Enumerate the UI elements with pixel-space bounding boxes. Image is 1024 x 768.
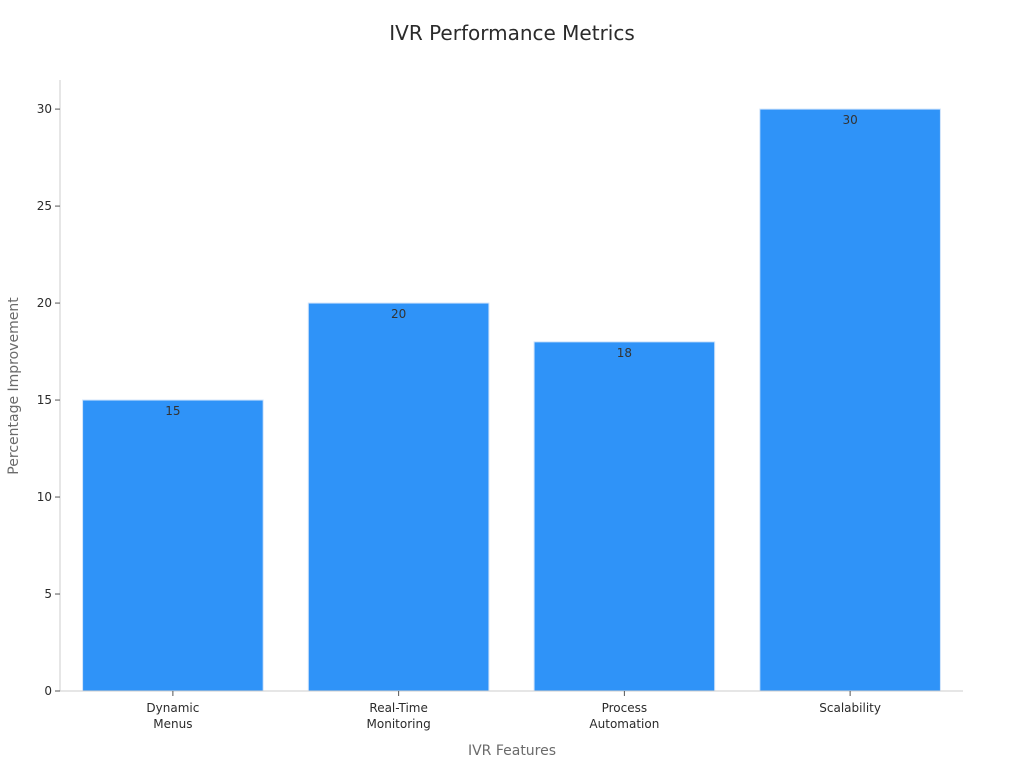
bar-value-label: 20 <box>391 307 406 321</box>
y-tick-label: 20 <box>37 296 52 310</box>
bar <box>82 399 264 692</box>
x-tick-label: Scalability <box>819 701 881 715</box>
data-labels-group: 15 20 18 30 <box>165 113 858 418</box>
y-axis-title: Percentage Improvement <box>6 297 22 475</box>
y-tick-label: 10 <box>37 490 52 504</box>
y-tick-label: 0 <box>44 684 52 698</box>
bar <box>759 108 941 692</box>
x-axis-title: IVR Features <box>468 743 556 759</box>
bars-group <box>82 108 941 692</box>
x-tick-label: Dynamic Menus <box>146 701 199 731</box>
x-tick-label: Real-Time Monitoring <box>367 701 431 731</box>
y-tick-label: 15 <box>37 393 52 407</box>
x-tick-label: Process Automation <box>589 701 659 731</box>
chart-title: IVR Performance Metrics <box>389 21 635 45</box>
bar <box>533 341 716 692</box>
bar-value-label: 18 <box>617 346 632 360</box>
bar <box>307 302 490 692</box>
bar-value-label: 30 <box>842 113 857 127</box>
x-axis-ticks: Dynamic Menus Real-Time Monitoring Process Au… <box>146 691 881 731</box>
y-tick-label: 25 <box>37 199 52 213</box>
y-tick-label: 30 <box>37 102 52 116</box>
bar-value-label: 15 <box>165 404 180 418</box>
y-axis-ticks: 0 5 10 15 20 25 30 <box>37 102 60 698</box>
y-tick-label: 5 <box>44 587 52 601</box>
